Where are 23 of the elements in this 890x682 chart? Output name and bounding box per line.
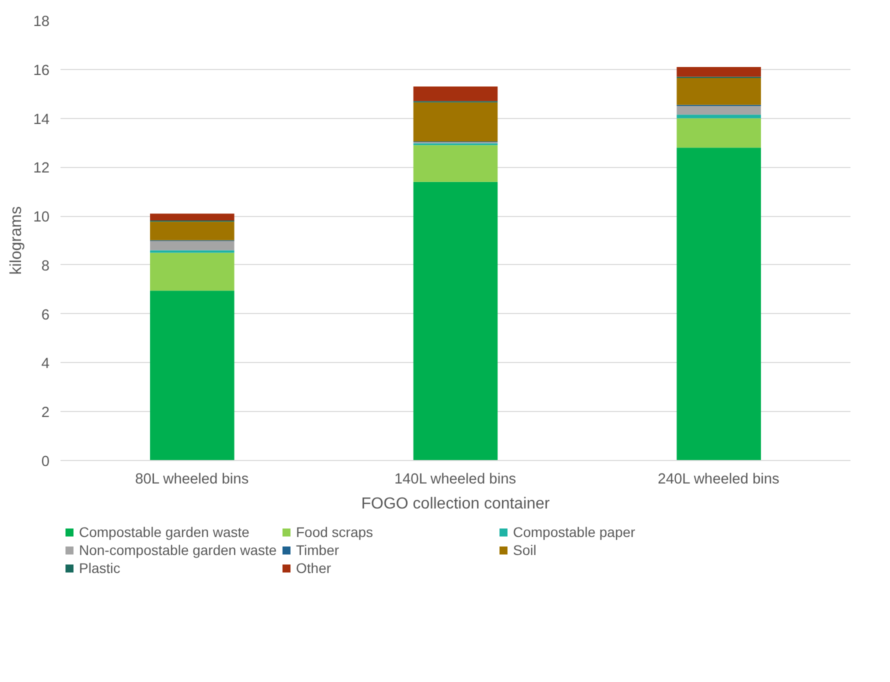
y-axis-title: kilograms <box>8 206 26 275</box>
y-tick-label: 14 <box>33 112 50 128</box>
legend-label: Timber <box>296 542 340 558</box>
y-tick-label: 4 <box>41 356 50 372</box>
x-axis-title: FOGO collection container <box>361 496 550 512</box>
y-tick-label: 18 <box>33 14 50 30</box>
y-tick-label: 0 <box>41 454 50 470</box>
legend-label: Plastic <box>79 560 122 576</box>
legend-label: Non-compostable garden waste <box>79 542 278 558</box>
legend-label: Food scraps <box>296 524 374 540</box>
y-tick-label: 8 <box>41 258 50 274</box>
x-tick-label: 80L wheeled bins <box>135 472 249 488</box>
y-tick-label: 6 <box>41 307 50 324</box>
y-tick-label: 10 <box>33 210 50 226</box>
legend-label: Compostable garden waste <box>79 524 250 540</box>
legend-label: Other <box>296 560 332 576</box>
x-tick-label: 140L wheeled bins <box>394 472 516 488</box>
legend-label: Compostable paper <box>513 524 636 540</box>
legend-label: Soil <box>513 542 538 558</box>
y-tick-label: 2 <box>41 405 50 422</box>
x-tick-label: 240L wheeled bins <box>658 472 780 488</box>
y-tick-label: 12 <box>33 160 50 177</box>
y-tick-label: 16 <box>33 62 50 79</box>
